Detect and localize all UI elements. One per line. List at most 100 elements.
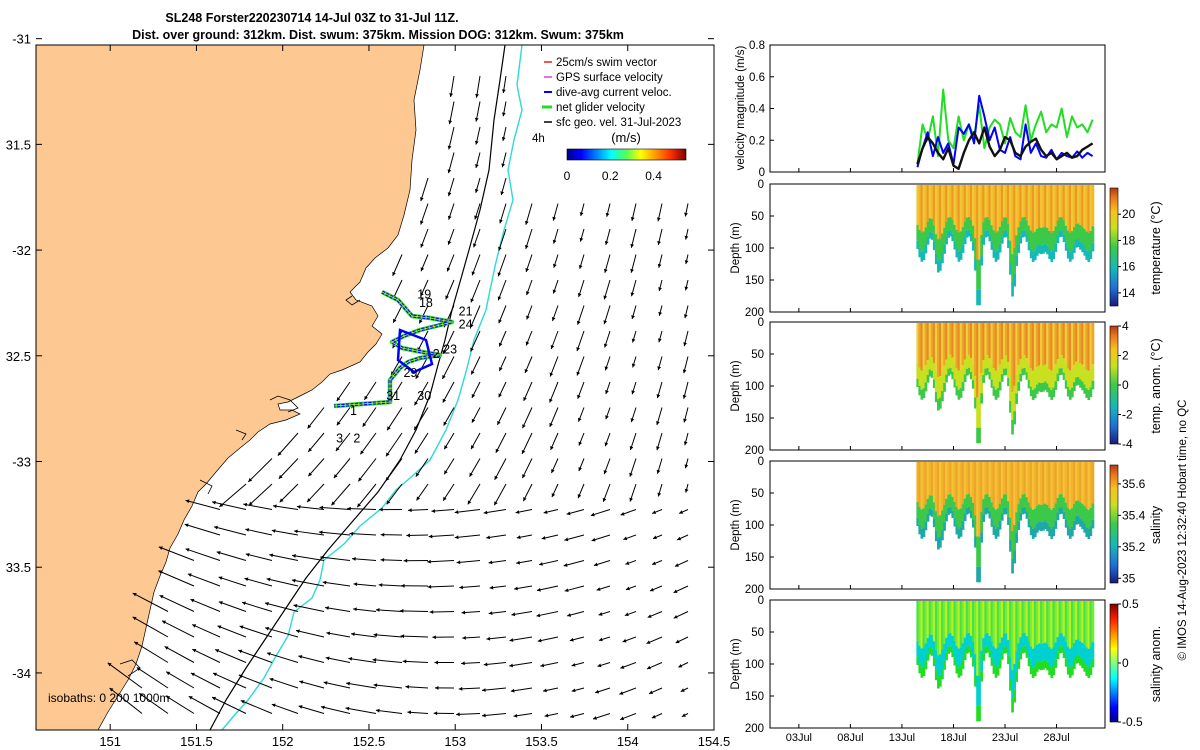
section-colorbar-tick-label: 35.4: [1122, 508, 1146, 522]
vector-arrow: [241, 601, 273, 612]
vector-arrow: [427, 560, 455, 563]
section-column-mid: [1009, 656, 1012, 679]
vector-arrow: [456, 713, 481, 715]
section-column-mid: [951, 635, 955, 650]
section-column-deep: [1029, 386, 1033, 397]
vector-arrowhead: [353, 582, 358, 587]
vector-arrowhead: [469, 472, 473, 477]
vector-arrowhead: [541, 536, 546, 540]
vector-arrow: [442, 330, 455, 355]
vector-arrowhead: [494, 501, 498, 506]
vector-arrowhead: [630, 418, 635, 423]
vector-arrowhead: [358, 477, 363, 482]
vector-arrow: [483, 509, 507, 514]
section-column-mid: [1011, 254, 1014, 282]
section-ylabel: Depth (m): [730, 360, 742, 411]
section-column-deep: [926, 513, 930, 522]
section-column-mid: [1000, 359, 1004, 375]
section-column-upper: [924, 185, 928, 228]
vector-arrow: [187, 573, 221, 587]
section-column-deep: [1044, 243, 1047, 253]
vector-arrowhead: [357, 503, 361, 508]
vector-arrow: [348, 657, 377, 663]
map-x-tick-label: 151: [99, 734, 121, 749]
section-column-deep: [918, 663, 922, 674]
section-column-deep: [1007, 516, 1010, 526]
vector-arrowhead: [136, 667, 141, 671]
section-column-deep: [970, 372, 973, 380]
vector-arrow: [414, 381, 429, 406]
section-column-upper: [1003, 323, 1006, 356]
section-column-mid: [990, 502, 994, 519]
vector-arrowhead: [415, 472, 420, 477]
vector-arrowhead: [523, 497, 527, 502]
section-y-tick-label: 150: [745, 275, 764, 287]
section-colorbar-tick-label: -0.5: [1122, 715, 1143, 729]
vector-arrow: [136, 667, 169, 689]
section-column-upper: [951, 185, 955, 220]
section-column-mid: [1050, 648, 1054, 668]
vector-arrowhead: [248, 501, 253, 506]
vector-arrowhead: [277, 451, 282, 456]
section-column-deep: [924, 244, 928, 254]
section-column-deep: [992, 664, 996, 674]
section-column-deep: [916, 240, 920, 249]
section-column-deep: [996, 387, 1000, 398]
section-column-deep: [1091, 519, 1095, 529]
section-column-upper: [1091, 462, 1095, 504]
vector-arrowhead: [684, 464, 689, 469]
section-column-deep: [982, 514, 985, 522]
vector-arrowhead: [646, 640, 651, 644]
vector-arrowhead: [475, 93, 479, 98]
section-column-upper: [1005, 601, 1008, 634]
section-column-deep: [1025, 511, 1029, 519]
section-column-upper: [1058, 185, 1062, 218]
section-column-upper: [1064, 462, 1068, 503]
section-column-deep: [1068, 251, 1072, 262]
section-column-upper: [957, 462, 961, 510]
section-column-mid: [1083, 228, 1087, 247]
vector-arrow: [454, 534, 481, 539]
vector-arrowhead: [434, 660, 438, 665]
section-column-upper: [1042, 185, 1045, 228]
section-column-mid: [1085, 647, 1089, 667]
section-column-deep: [1038, 382, 1041, 392]
vector-arrow: [266, 578, 299, 587]
section-column-deep: [1075, 377, 1078, 386]
section-column-upper: [978, 601, 981, 676]
section-column-deep: [941, 669, 944, 680]
section-column-mid: [978, 259, 981, 290]
vector-arrowhead: [271, 703, 276, 708]
vector-arrowhead: [351, 632, 355, 637]
section-column-upper: [955, 323, 959, 368]
vector-arrow: [299, 680, 325, 689]
section-column-mid: [988, 497, 992, 512]
vector-arrow: [185, 548, 221, 561]
section-column-deep: [1075, 516, 1078, 525]
vector-arrowhead: [162, 620, 167, 625]
section-column-deep: [972, 519, 975, 528]
vector-arrow: [352, 558, 377, 561]
section-column-mid: [1005, 494, 1008, 508]
vector-arrow: [470, 279, 481, 303]
vector-arrowhead: [325, 606, 329, 610]
section-y-tick-label: 100: [745, 243, 764, 255]
section-column-deep: [992, 248, 996, 258]
section-column-deep: [1019, 235, 1023, 244]
section-column-deep: [1013, 273, 1016, 287]
vector-arrow: [293, 604, 325, 612]
section-column-upper: [1019, 601, 1023, 638]
vector-arrowhead: [296, 505, 301, 509]
section-column-deep: [1089, 665, 1093, 675]
section-column-mid: [1056, 637, 1060, 652]
section-column-upper: [1054, 601, 1058, 643]
vector-arrow: [165, 695, 195, 714]
section-column-mid: [957, 648, 961, 668]
section-column-upper: [986, 185, 990, 217]
vector-arrow: [132, 616, 169, 638]
section-column-deep: [1011, 282, 1014, 297]
section-column-mid: [996, 369, 1000, 388]
vector-arrowhead: [461, 661, 465, 666]
section-column-mid: [994, 232, 998, 252]
